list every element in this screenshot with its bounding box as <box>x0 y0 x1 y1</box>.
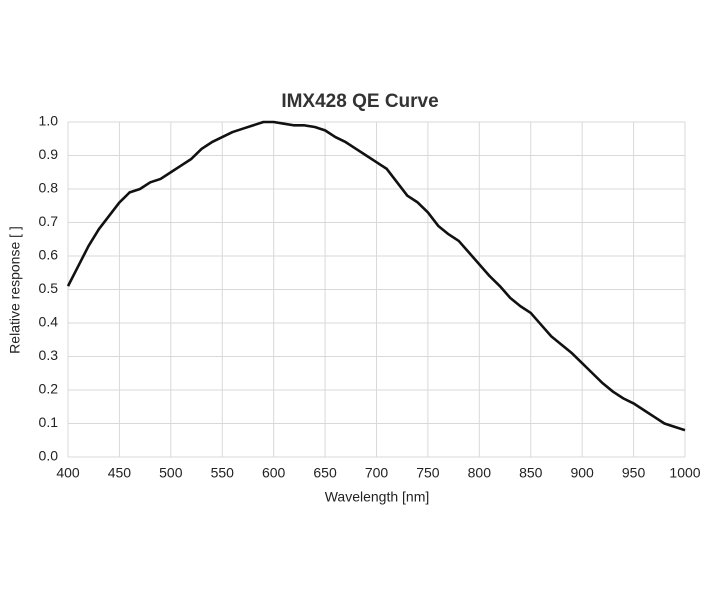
y-tick-label: 0.6 <box>39 247 59 263</box>
x-axis-label: Wavelength [nm] <box>325 489 430 505</box>
chart-title: IMX428 QE Curve <box>281 91 438 112</box>
x-tick-label: 1000 <box>669 465 700 481</box>
x-tick-label: 500 <box>159 465 183 481</box>
x-tick-label: 600 <box>262 465 286 481</box>
y-tick-label: 0.5 <box>39 280 59 296</box>
y-axis-label: Relative response [ ] <box>7 226 23 354</box>
x-tick-label: 650 <box>313 465 337 481</box>
y-tick-label: 0.3 <box>39 347 59 363</box>
x-tick-label: 950 <box>622 465 646 481</box>
x-tick-label: 850 <box>519 465 543 481</box>
y-tick-label: 0.2 <box>39 381 59 397</box>
y-tick-label: 0.1 <box>39 414 59 430</box>
x-tick-label: 400 <box>56 465 80 481</box>
x-tick-label: 700 <box>365 465 389 481</box>
y-tick-label: 0.7 <box>39 213 59 229</box>
y-tick-label: 0.9 <box>39 146 59 162</box>
y-tick-label: 0.0 <box>39 448 59 464</box>
y-tick-label: 1.0 <box>39 113 59 129</box>
x-tick-label: 750 <box>416 465 440 481</box>
x-tick-label: 800 <box>468 465 492 481</box>
data-line <box>66 120 686 432</box>
x-tick-label: 450 <box>108 465 132 481</box>
x-tick-label: 550 <box>211 465 235 481</box>
y-tick-label: 0.4 <box>39 314 59 330</box>
y-tick-label: 0.8 <box>39 180 59 196</box>
x-tick-label: 900 <box>570 465 594 481</box>
